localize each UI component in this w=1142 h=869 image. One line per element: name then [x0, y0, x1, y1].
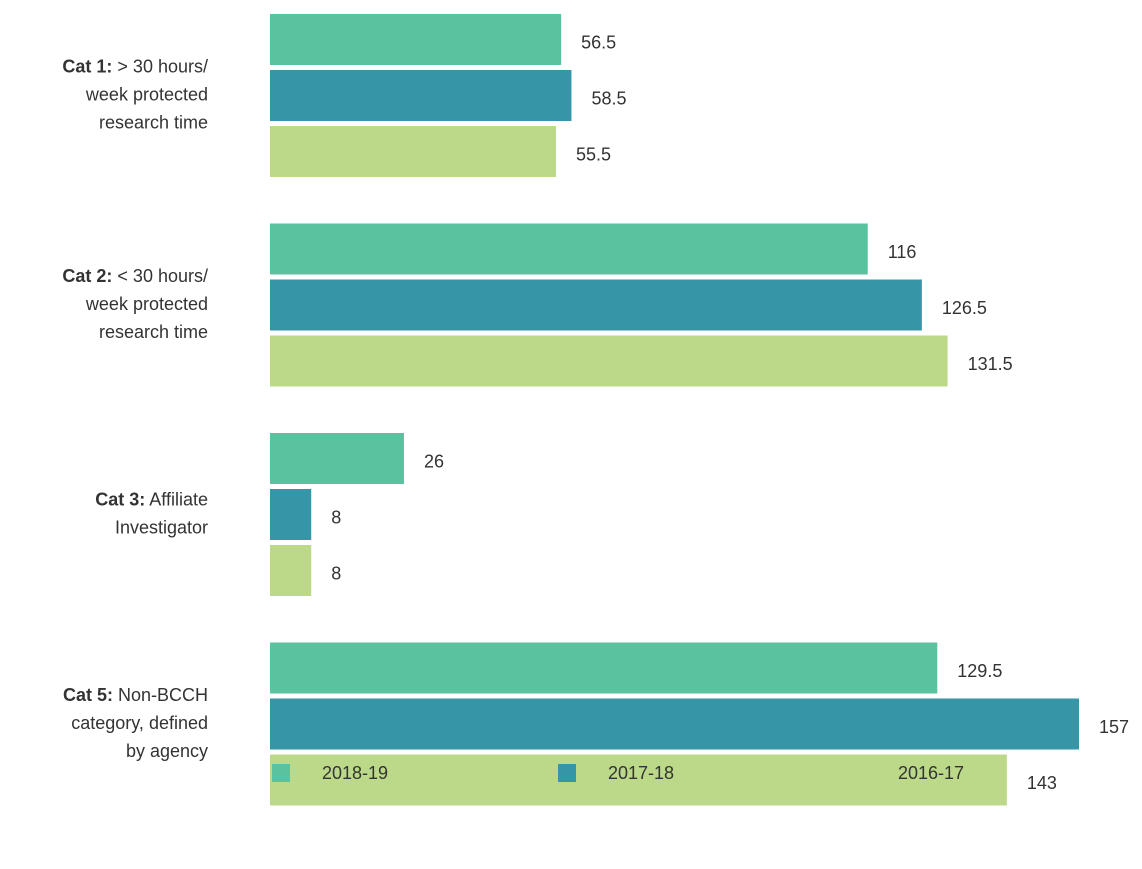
value-label: 116 [888, 242, 917, 262]
bar [270, 335, 948, 387]
value-label: 26 [424, 451, 444, 471]
category-label: Cat 2: < 30 hours/week protected research… [62, 266, 208, 342]
value-label: 55.5 [576, 144, 611, 164]
value-label: 8 [331, 507, 341, 527]
bar [270, 433, 404, 484]
value-label: 56.5 [581, 32, 616, 52]
legend-swatch [558, 764, 576, 782]
legend-label: 2017-18 [608, 763, 674, 783]
legend-swatch [848, 764, 866, 782]
bar [270, 698, 1079, 750]
bar [270, 223, 868, 275]
bar [270, 754, 1007, 806]
legend-label: 2018-19 [322, 763, 388, 783]
bar [270, 70, 572, 121]
category-label: Cat 5: Non-BCCH category, defined by agenc… [63, 685, 208, 761]
value-label: 129.5 [957, 661, 1002, 681]
bar [270, 14, 562, 65]
value-label: 8 [331, 563, 341, 583]
bar [270, 642, 938, 694]
value-label: 157 [1099, 717, 1129, 737]
legend-swatch [272, 764, 290, 782]
category-label: Cat 3: Affiliate Investigator [95, 489, 208, 537]
bar [270, 279, 922, 331]
value-label: 58.5 [591, 88, 626, 108]
value-label: 126.5 [942, 298, 987, 318]
bar [270, 545, 312, 596]
category-label: Cat 1: > 30 hours/week protected research… [62, 56, 208, 132]
bar [270, 126, 556, 177]
value-label: 131.5 [968, 354, 1013, 374]
legend-label: 2016-17 [898, 763, 964, 783]
bar [270, 489, 312, 540]
value-label: 143 [1027, 773, 1057, 793]
